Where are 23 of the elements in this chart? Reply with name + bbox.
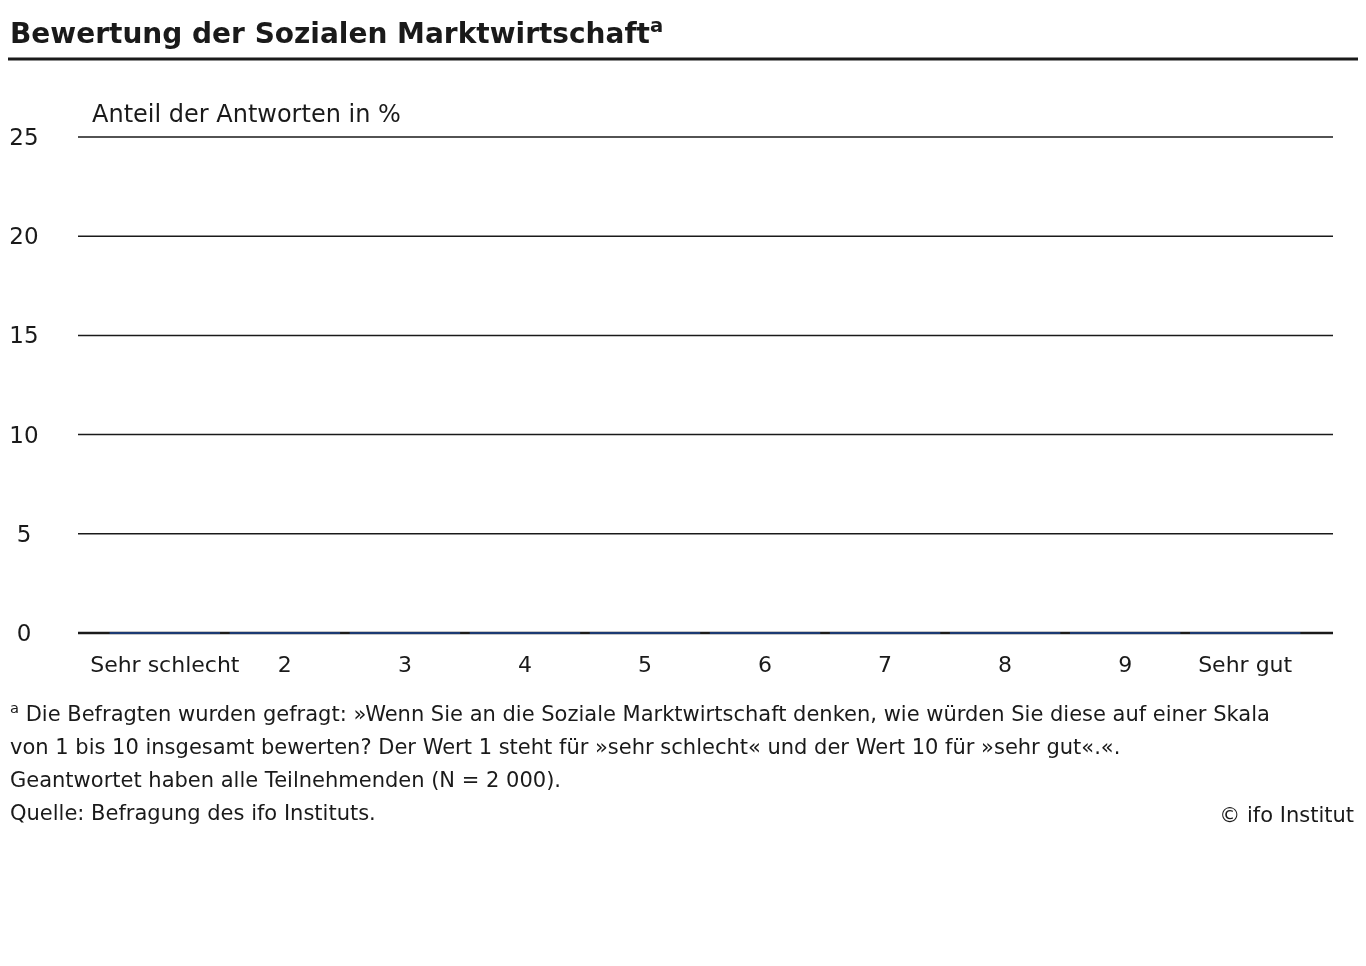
y-tick-label: 20 [9,223,39,250]
y-tick-label: 5 [16,520,32,547]
x-tick-label: 7 [878,652,893,677]
y-tick-label: 10 [9,421,39,448]
text: Geantwortet haben alle Teilnehmenden (N = 2 000). [10,768,562,792]
y-axis-title: Anteil der Antworten in % [92,100,401,128]
source-note: Quelle: Befragung des ifo Instituts. [10,801,376,825]
chart-title: Bewertung der Sozialen Marktwirtschaft$^{a}$ [10,13,664,50]
x-tick-label: 3 [397,652,412,677]
y-tick-label: 15 [9,322,39,349]
x-tick-label: 4 [517,652,532,677]
x-tick-label: 9 [1118,652,1133,677]
x-tick-label: 8 [998,652,1013,677]
text: © ifo Institut [1219,803,1354,827]
text: $^{a}$ Die Befragten wurden gefragt: »Wenn Sie an die Soziale Marktwirtschaft denken, wie würden Sie diese auf einer Skala [10,698,1270,726]
x-tick-label: 6 [758,652,773,677]
x-tick-label: Sehr gut [1198,652,1293,677]
x-tick-label: 2 [277,652,292,677]
text: von 1 bis 10 insgesamt bewerten? Der Wert 1 steht für »sehr schlecht« und der Wert 10 für »sehr gut«.«. [10,735,1121,759]
y-tick-label: 0 [16,620,32,646]
x-tick-label: 5 [637,652,652,677]
y-tick-label: 25 [9,124,39,150]
x-tick-label: Sehr schlecht [90,652,240,677]
